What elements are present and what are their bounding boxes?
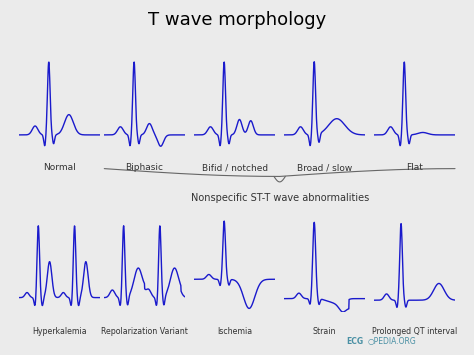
Text: T wave morphology: T wave morphology [148, 11, 326, 29]
Text: Prolonged QT interval: Prolonged QT interval [372, 327, 457, 335]
Text: ECG: ECG [346, 337, 363, 346]
Text: Biphasic: Biphasic [126, 163, 164, 172]
Text: Flat: Flat [406, 163, 423, 172]
Text: Ischemia: Ischemia [217, 327, 252, 335]
Text: Strain: Strain [313, 327, 337, 335]
Text: Normal: Normal [43, 163, 76, 172]
Text: ○PEDIA.ORG: ○PEDIA.ORG [368, 337, 417, 346]
Text: Repolarization Variant: Repolarization Variant [101, 327, 188, 335]
Text: Nonspecific ST-T wave abnormalities: Nonspecific ST-T wave abnormalities [191, 193, 369, 203]
Text: Hyperkalemia: Hyperkalemia [32, 327, 87, 335]
Text: Bifid / notched: Bifid / notched [201, 163, 268, 172]
Text: Broad / slow: Broad / slow [297, 163, 352, 172]
